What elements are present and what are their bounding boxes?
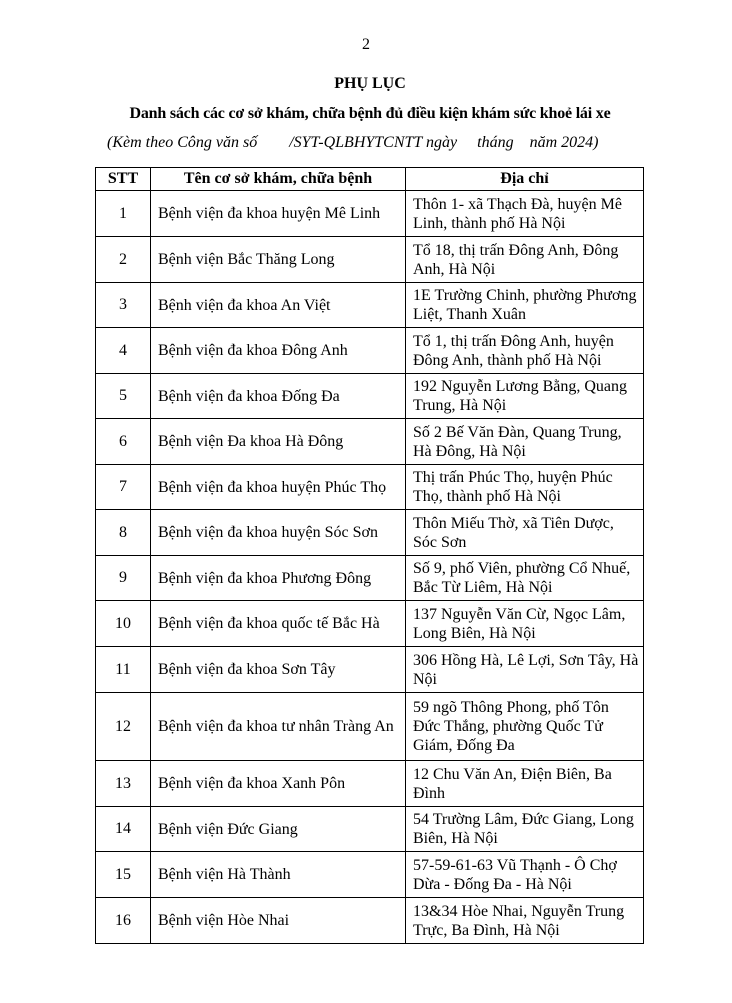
row-address: Thị trấn Phúc Thọ, huyện Phúc Thọ, thành… [405, 464, 644, 510]
row-stt: 10 [95, 600, 151, 647]
header-stt: STT [95, 167, 151, 191]
row-address: Thôn Miếu Thờ, xã Tiên Dược, Sóc Sơn [405, 509, 644, 556]
row-stt: 4 [95, 327, 151, 374]
row-stt: 16 [95, 897, 151, 944]
row-facility-name: Bệnh viện Bắc Thăng Long [150, 236, 406, 283]
document-subtitle: Danh sách các cơ sở khám, chữa bệnh đủ đ… [129, 105, 611, 122]
row-address: 306 Hồng Hà, Lê Lợi, Sơn Tây, Hà Nội [405, 646, 644, 693]
row-facility-name: Bệnh viện đa khoa huyện Mê Linh [150, 190, 406, 237]
document-title: PHỤ LỤC [334, 75, 406, 92]
row-facility-name: Bệnh viện Hòe Nhai [150, 897, 406, 944]
table-row: 5 Bệnh viện đa khoa Đống Đa 192 Nguyễn Lươ… [95, 373, 644, 419]
row-facility-name: Bệnh viện đa khoa Sơn Tây [150, 646, 406, 693]
row-address: Thôn 1- xã Thạch Đà, huyện Mê Linh, thàn… [405, 190, 644, 237]
row-stt: 12 [95, 692, 151, 761]
row-facility-name: Bệnh viện đa khoa Đông Anh [150, 327, 406, 374]
row-stt: 11 [95, 646, 151, 693]
table-header-row: STT Tên cơ sở khám, chữa bệnh Địa chỉ [95, 167, 644, 191]
row-facility-name: Bệnh viện đa khoa quốc tế Bắc Hà [150, 600, 406, 647]
row-address: 137 Nguyễn Văn Cừ, Ngọc Lâm, Long Biên, … [405, 600, 644, 647]
table-row: 14 Bệnh viện Đức Giang 54 Trường Lâm, Đức … [95, 806, 644, 852]
row-address: 1E Trường Chinh, phường Phương Liệt, Tha… [405, 282, 644, 328]
row-stt: 9 [95, 555, 151, 601]
row-facility-name: Bệnh viện đa khoa huyện Phúc Thọ [150, 464, 406, 510]
page-number: 2 [362, 36, 370, 53]
row-address: Tổ 18, thị trấn Đông Anh, Đông Anh, Hà N… [405, 236, 644, 283]
table-row: 13 Bệnh viện đa khoa Xanh Pôn 12 Chu Văn A… [95, 760, 644, 807]
row-stt: 14 [95, 806, 151, 852]
document-reference: (Kèm theo Công văn số /SYT-QLBHYTCNTT ng… [107, 134, 599, 151]
row-address: 12 Chu Văn An, Điện Biên, Ba Đình [405, 760, 644, 807]
table-row: 16 Bệnh viện Hòe Nhai 13&34 Hòe Nhai, Nguy… [95, 897, 644, 944]
table-row: 10 Bệnh viện đa khoa quốc tế Bắc Hà 137 Ng… [95, 600, 644, 647]
row-stt: 7 [95, 464, 151, 510]
table-row: 4 Bệnh viện đa khoa Đông Anh Tổ 1, thị trấ… [95, 327, 644, 374]
row-stt: 8 [95, 509, 151, 556]
table-row: 3 Bệnh viện đa khoa An Việt 1E Trường Chin… [95, 282, 644, 328]
row-facility-name: Bệnh viện đa khoa huyện Sóc Sơn [150, 509, 406, 556]
header-address: Địa chỉ [405, 167, 644, 191]
table-row: 11 Bệnh viện đa khoa Sơn Tây 306 Hồng Hà, … [95, 646, 644, 693]
table-row: 1 Bệnh viện đa khoa huyện Mê Linh Thôn 1- … [95, 190, 644, 237]
row-stt: 6 [95, 418, 151, 465]
row-facility-name: Bệnh viện đa khoa Phương Đông [150, 555, 406, 601]
row-facility-name: Bệnh viện Hà Thành [150, 851, 406, 898]
row-address: 192 Nguyễn Lương Bằng, Quang Trung, Hà N… [405, 373, 644, 419]
row-facility-name: Bệnh viện đa khoa Đống Đa [150, 373, 406, 419]
table-row: 9 Bệnh viện đa khoa Phương Đông Số 9, phố … [95, 555, 644, 601]
row-stt: 15 [95, 851, 151, 898]
row-address: 13&34 Hòe Nhai, Nguyễn Trung Trực, Ba Đì… [405, 897, 644, 944]
row-address: 59 ngõ Thông Phong, phố Tôn Đức Thắng, p… [405, 692, 644, 761]
table-row: 6 Bệnh viện Đa khoa Hà Đông Số 2 Bế Văn Đà… [95, 418, 644, 465]
row-facility-name: Bệnh viện đa khoa Xanh Pôn [150, 760, 406, 807]
row-address: 54 Trường Lâm, Đức Giang, Long Biên, Hà … [405, 806, 644, 852]
row-stt: 13 [95, 760, 151, 807]
row-facility-name: Bệnh viện Đa khoa Hà Đông [150, 418, 406, 465]
row-address: Số 2 Bế Văn Đàn, Quang Trung, Hà Đông, H… [405, 418, 644, 465]
row-facility-name: Bệnh viện đa khoa tư nhân Tràng An [150, 692, 406, 761]
table-row: 7 Bệnh viện đa khoa huyện Phúc Thọ Thị trấ… [95, 464, 644, 510]
row-facility-name: Bệnh viện Đức Giang [150, 806, 406, 852]
table-row: 15 Bệnh viện Hà Thành 57-59-61-63 Vũ Thạnh… [95, 851, 644, 898]
row-address: Tổ 1, thị trấn Đông Anh, huyện Đông Anh,… [405, 327, 644, 374]
table-row: 8 Bệnh viện đa khoa huyện Sóc Sơn Thôn Miế… [95, 509, 644, 556]
row-stt: 1 [95, 190, 151, 237]
row-address: 57-59-61-63 Vũ Thạnh - Ô Chợ Dừa - Đống … [405, 851, 644, 898]
table-row: 2 Bệnh viện Bắc Thăng Long Tổ 18, thị trấn… [95, 236, 644, 283]
row-address: Số 9, phố Viên, phường Cổ Nhuế, Bắc Từ L… [405, 555, 644, 601]
row-stt: 5 [95, 373, 151, 419]
row-stt: 3 [95, 282, 151, 328]
table-row: 12 Bệnh viện đa khoa tư nhân Tràng An 59 n… [95, 692, 644, 761]
row-stt: 2 [95, 236, 151, 283]
row-facility-name: Bệnh viện đa khoa An Việt [150, 282, 406, 328]
header-facility-name: Tên cơ sở khám, chữa bệnh [150, 167, 406, 191]
